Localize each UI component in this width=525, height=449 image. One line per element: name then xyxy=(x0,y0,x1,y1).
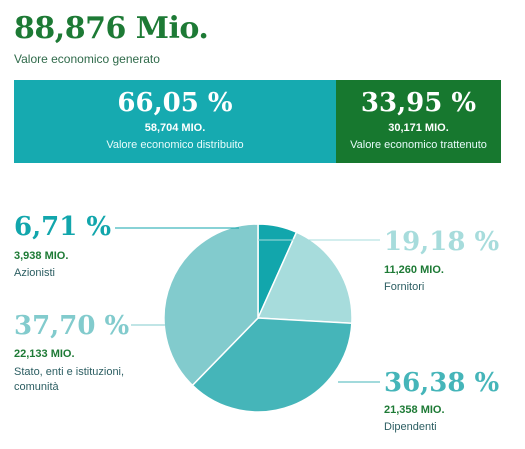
distributed-label: Valore economico distribuito xyxy=(106,139,244,151)
pie-slices xyxy=(163,223,353,413)
pie-label-percent-azionisti: 6,71 % xyxy=(14,212,112,242)
pie-label-name-azionisti: Azionisti xyxy=(14,267,55,279)
pie-slice-fornitori xyxy=(256,231,353,325)
distributed-amount: 58,704 MIO. xyxy=(144,122,206,134)
pie-label-percent-stato: 37,70 % xyxy=(14,311,130,341)
pie-label-amount-fornitori: 11,260 MIO. xyxy=(384,264,444,276)
distributed-value-bar: 66,05 % 58,704 MIO. Valore economico dis… xyxy=(14,80,336,163)
distributed-percent: 66,05 % xyxy=(117,88,233,118)
pie-label-percent-fornitori: 19,18 % xyxy=(384,227,500,257)
retained-amount: 30,171 MIO. xyxy=(388,122,449,134)
total-value: 88,876 Mio. xyxy=(14,11,209,46)
pie-label-name-stato: Stato, enti e istituzioni, comunità xyxy=(14,366,125,393)
retained-percent: 33,95 % xyxy=(360,88,477,118)
total-label: Valore economico generato xyxy=(14,52,160,66)
pie-label-percent-dipendenti: 36,38 % xyxy=(384,368,500,398)
leader-lines xyxy=(115,227,380,383)
retained-label: Valore economico trattenuto xyxy=(350,139,487,151)
pie-label-amount-stato: 22,133 MIO. xyxy=(14,348,75,360)
pie-label-amount-dipendenti: 21,358 MIO. xyxy=(384,404,445,416)
pie-label-name-dipendenti: Dipendenti xyxy=(384,421,437,433)
retained-value-bar: 33,95 % 30,171 MIO. Valore economico tra… xyxy=(336,80,501,163)
pie-label-amount-azionisti: 3,938 MIO. xyxy=(14,250,69,262)
pie-slice-dipendenti xyxy=(191,317,353,413)
pie-label-name-fornitori: Fornitori xyxy=(384,281,425,293)
